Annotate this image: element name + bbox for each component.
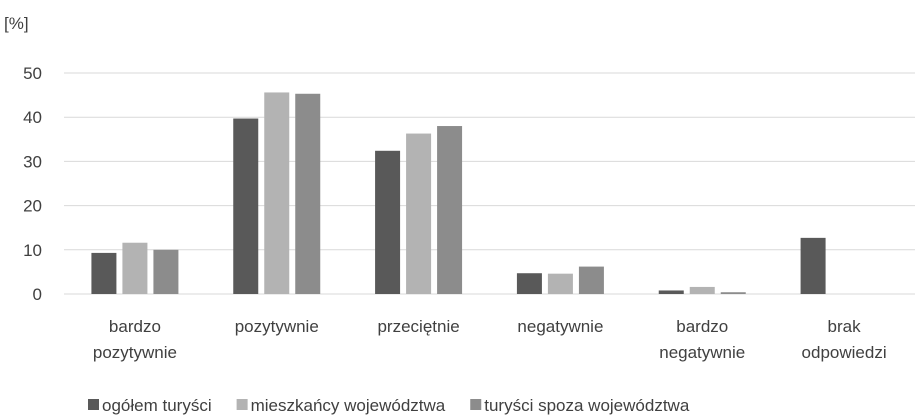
y-tick-label: 50: [23, 64, 42, 83]
category-label: przeciętnie: [377, 317, 459, 336]
bar: [437, 126, 463, 294]
bar: [233, 118, 259, 294]
bar: [516, 273, 542, 294]
gridlines: [64, 72, 915, 295]
bar: [547, 273, 573, 294]
bar: [153, 249, 179, 294]
category-label: negatywnie: [659, 343, 745, 362]
legend-label: turyści spoza województwa: [484, 396, 690, 415]
bar: [122, 242, 148, 294]
category-label: brak: [828, 317, 862, 336]
category-label: pozytywnie: [235, 317, 319, 336]
legend-swatch: [88, 399, 99, 410]
bar: [800, 237, 826, 294]
category-label: pozytywnie: [93, 343, 177, 362]
bar: [578, 266, 604, 294]
legend: ogółem turyści mieszkańcy województwa tury…: [88, 396, 690, 415]
bar: [264, 92, 290, 294]
bar: [689, 286, 715, 294]
bar: [406, 133, 432, 294]
y-tick-label: 20: [23, 197, 42, 216]
category-label: negatywnie: [517, 317, 603, 336]
y-tick-label: 0: [33, 285, 42, 304]
legend-swatch: [236, 399, 248, 410]
y-tick-label: 40: [23, 108, 42, 127]
bar: [658, 290, 684, 294]
legend-swatch: [470, 399, 482, 410]
legend-label: ogółem turyści: [102, 396, 212, 415]
legend-label: mieszkańcy województwa: [251, 396, 446, 415]
y-axis-unit-label: [%]: [4, 14, 29, 33]
bars: [91, 92, 826, 294]
category-label: bardzo: [109, 317, 161, 336]
category-label: odpowiedzi: [802, 343, 887, 362]
bar: [295, 93, 321, 294]
y-axis-ticks: 0 10 20 30 40 50: [23, 64, 42, 304]
bar: [91, 252, 117, 294]
bar: [720, 292, 746, 294]
category-labels: bardzo pozytywnie pozytywnie przeciętnie neg…: [93, 317, 887, 362]
y-tick-label: 10: [23, 241, 42, 260]
y-tick-label: 30: [23, 152, 42, 171]
category-label: bardzo: [676, 317, 728, 336]
bar: [375, 150, 401, 294]
